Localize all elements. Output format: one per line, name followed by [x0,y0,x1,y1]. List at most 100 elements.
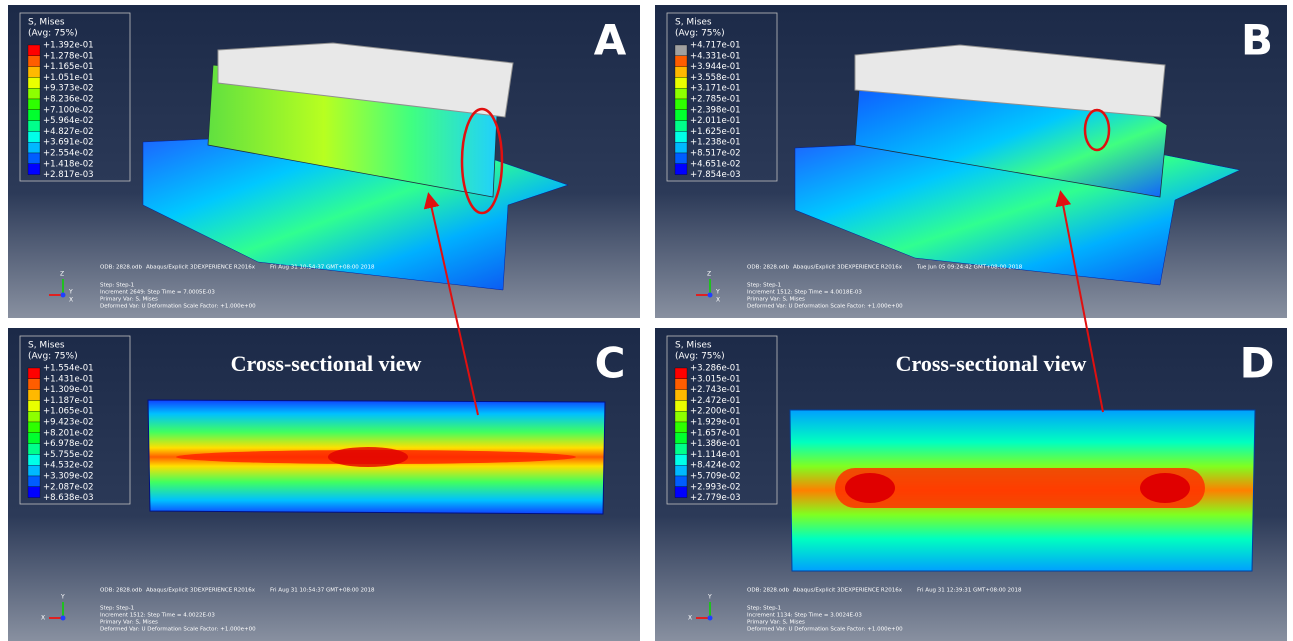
legend-label: +3.944e-01 [690,62,741,72]
legend-label: +1.431e-01 [43,374,94,384]
legend-label: +1.386e-01 [690,439,741,449]
legend-label: +7.100e-02 [43,105,94,115]
legend-label: +1.187e-01 [43,396,94,406]
triad-origin [708,616,713,621]
footer-deformed: Deformed Var: U Deformation Scale Factor… [747,304,903,310]
footer-solver: Abaqus/Explicit 3DEXPERIENCE R2016x [146,588,256,594]
legend-title: S, Mises [675,341,712,351]
triad-label: Y [707,594,712,601]
triad-label: Y [60,594,65,601]
legend-swatch [675,411,687,422]
legend-swatch [675,77,687,88]
legend-swatch [675,454,687,465]
legend-swatch [675,67,687,78]
legend-swatch [675,142,687,153]
panel-letter: B [1241,16,1273,65]
legend-label: +8.638e-03 [43,493,94,503]
legend-swatch [675,476,687,487]
legend-subtitle: (Avg: 75%) [675,352,725,362]
legend-label: +2.785e-01 [690,95,741,105]
legend-label: +9.373e-02 [43,84,94,94]
footer-solver: Abaqus/Explicit 3DEXPERIENCE R2016x [793,588,903,594]
footer-step: Step: Step-1 [100,283,134,289]
legend-swatch [28,99,40,110]
page: S, Mises(Avg: 75%)+1.392e-01+1.278e-01+1… [0,0,1293,641]
legend-label: +1.165e-01 [43,62,94,72]
legend-swatch [28,400,40,411]
legend-swatch [28,476,40,487]
legend-swatch [28,110,40,121]
legend-swatch [675,400,687,411]
legend-swatch [28,487,40,498]
legend-swatch [675,390,687,401]
panel-letter: C [595,339,626,388]
figure: S, Mises(Avg: 75%)+1.392e-01+1.278e-01+1… [0,0,1293,641]
legend-label: +5.964e-02 [43,116,94,126]
footer-deformed: Deformed Var: U Deformation Scale Factor… [100,627,256,633]
footer-odb: ODB: 2828.odb [747,265,790,271]
legend-label: +2.554e-02 [43,149,94,159]
triad-label: Y [715,289,720,296]
footer-step: Step: Step-1 [747,606,781,612]
legend-label: +3.309e-02 [43,472,94,482]
triad-origin [708,293,713,298]
legend-label: +3.015e-01 [690,374,741,384]
legend-swatch [28,56,40,67]
panels: S, Mises(Avg: 75%)+1.392e-01+1.278e-01+1… [8,5,1287,641]
footer-date: Tue Jun 05 09:24:42 GMT+08:00 2018 [916,265,1023,271]
footer-primary: Primary Var: S, Mises [747,297,805,303]
legend-label: +5.709e-02 [690,472,741,482]
legend-swatch [28,433,40,444]
legend-label: +1.554e-01 [43,364,94,374]
footer-odb: ODB: 2828.odb [747,588,790,594]
footer-date: Fri Aug 31 12:39:31 GMT+08:00 2018 [917,588,1022,594]
stress-core [328,447,408,467]
legend-swatch [675,368,687,379]
caption: Cross-sectional view [231,351,422,376]
legend-label: +8.201e-02 [43,428,94,438]
legend-label: +1.065e-01 [43,407,94,417]
legend-swatch [675,99,687,110]
legend-swatch [675,465,687,476]
legend-swatch [675,131,687,142]
footer-increment: Increment 1512: Step Time = 4.0022E-03 [100,613,215,619]
footer-deformed: Deformed Var: U Deformation Scale Factor… [100,304,256,310]
legend-swatch [28,45,40,56]
legend-label: +1.392e-01 [43,41,94,51]
legend-label: +2.779e-03 [690,493,741,503]
legend-label: +6.978e-02 [43,439,94,449]
legend-swatch [675,110,687,121]
legend-label: +2.472e-01 [690,396,741,406]
legend-label: +1.051e-01 [43,73,94,83]
legend-swatch [675,56,687,67]
legend-label: +1.114e-01 [690,450,741,460]
legend-title: S, Mises [28,18,65,28]
legend-subtitle: (Avg: 75%) [28,352,78,362]
legend-swatch [28,390,40,401]
legend-swatch [675,487,687,498]
legend-title: S, Mises [28,341,65,351]
legend-label: +1.929e-01 [690,418,741,428]
footer-odb: ODB: 2828.odb [100,265,143,271]
legend-swatch [675,444,687,455]
legend-swatch [28,368,40,379]
panel-letter: A [594,16,627,65]
legend-title: S, Mises [675,18,712,28]
footer-date: Fri Aug 31 10:54:37 GMT+08:00 2018 [270,588,375,594]
legend-label: +4.717e-01 [690,41,741,51]
triad-label: X [69,297,73,304]
stress-core [845,473,895,503]
legend-label: +3.691e-02 [43,138,94,148]
legend-subtitle: (Avg: 75%) [28,29,78,39]
footer-date: Fri Aug 31 10:54:37 GMT+08:00 2018 [270,265,375,271]
legend-label: +1.657e-01 [690,428,741,438]
legend-label: +2.993e-02 [690,482,741,492]
panel: S, Mises(Avg: 75%)+1.392e-01+1.278e-01+1… [8,5,640,318]
legend-label: +2.087e-02 [43,482,94,492]
caption: Cross-sectional view [896,351,1087,376]
legend-label: +1.278e-01 [43,51,94,61]
legend-swatch [675,164,687,175]
triad-label: X [41,615,45,622]
legend-swatch [28,121,40,132]
legend-label: +8.236e-02 [43,95,94,105]
